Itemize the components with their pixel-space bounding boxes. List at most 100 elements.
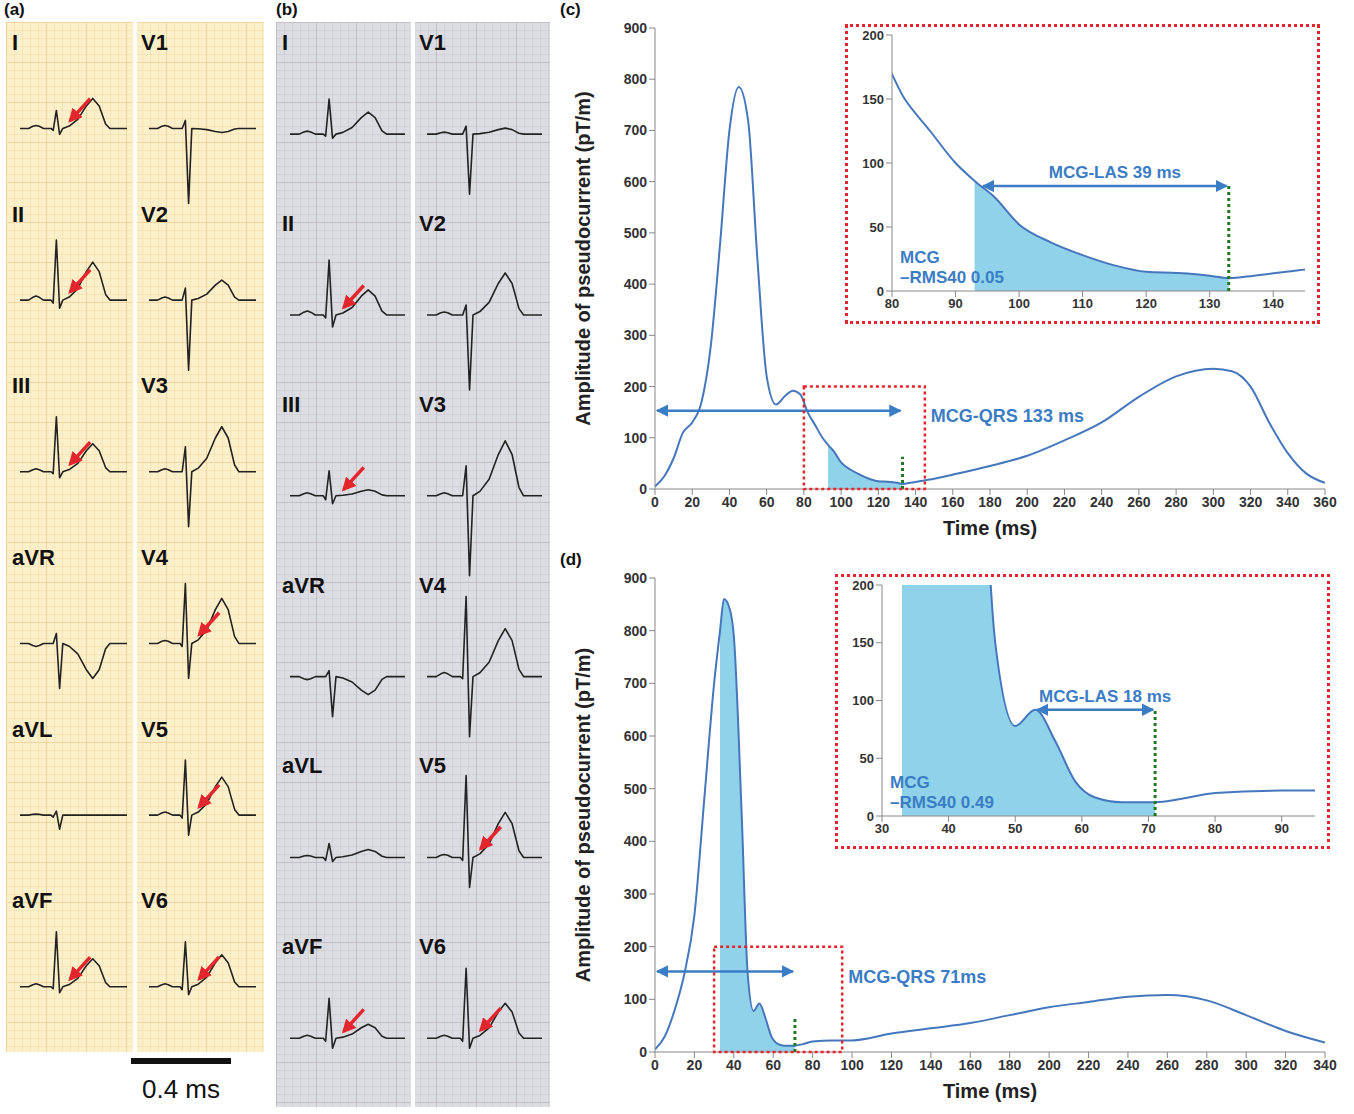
svg-text:MCG-LAS 18 ms: MCG-LAS 18 ms <box>1039 687 1171 706</box>
svg-text:200: 200 <box>624 939 648 955</box>
svg-text:70: 70 <box>1141 821 1155 836</box>
svg-text:130: 130 <box>1199 296 1221 311</box>
svg-text:40: 40 <box>726 1057 742 1073</box>
svg-text:500: 500 <box>624 225 648 241</box>
svg-text:320: 320 <box>1274 1057 1298 1073</box>
svg-text:aVR: aVR <box>282 573 325 598</box>
svg-text:80: 80 <box>1208 821 1222 836</box>
svg-text:I: I <box>282 30 288 55</box>
svg-text:60: 60 <box>765 1057 781 1073</box>
svg-text:200: 200 <box>1016 494 1040 510</box>
svg-text:300: 300 <box>1202 494 1226 510</box>
svg-text:V5: V5 <box>419 753 446 778</box>
svg-text:100: 100 <box>624 991 648 1007</box>
svg-text:180: 180 <box>978 494 1002 510</box>
svg-text:100: 100 <box>852 693 874 708</box>
svg-text:160: 160 <box>959 1057 983 1073</box>
svg-text:360: 360 <box>1313 494 1337 510</box>
svg-text:0: 0 <box>651 494 659 510</box>
svg-text:aVR: aVR <box>12 545 55 570</box>
svg-text:600: 600 <box>624 174 648 190</box>
svg-text:aVL: aVL <box>282 753 322 778</box>
svg-text:V5: V5 <box>141 717 168 742</box>
svg-text:280: 280 <box>1195 1057 1219 1073</box>
svg-text:100: 100 <box>829 494 853 510</box>
svg-text:V2: V2 <box>141 202 168 227</box>
svg-text:50: 50 <box>870 220 884 235</box>
svg-text:aVF: aVF <box>12 888 52 913</box>
svg-text:V1: V1 <box>141 30 168 55</box>
svg-text:340: 340 <box>1313 1057 1337 1073</box>
svg-text:140: 140 <box>919 1057 943 1073</box>
svg-text:40: 40 <box>941 821 955 836</box>
svg-text:80: 80 <box>885 296 899 311</box>
svg-text:V4: V4 <box>141 545 169 570</box>
svg-text:500: 500 <box>624 781 648 797</box>
svg-text:180: 180 <box>998 1057 1022 1073</box>
svg-text:–RMS40 0.05: –RMS40 0.05 <box>900 268 1004 287</box>
svg-text:50: 50 <box>1008 821 1022 836</box>
svg-text:90: 90 <box>948 296 962 311</box>
svg-text:III: III <box>282 392 300 417</box>
svg-text:II: II <box>12 202 24 227</box>
svg-text:150: 150 <box>862 92 884 107</box>
svg-text:100: 100 <box>624 430 648 446</box>
svg-text:700: 700 <box>624 675 648 691</box>
svg-text:300: 300 <box>624 886 648 902</box>
svg-text:–RMS40 0.49: –RMS40 0.49 <box>890 793 994 812</box>
svg-text:120: 120 <box>880 1057 904 1073</box>
svg-text:120: 120 <box>867 494 891 510</box>
svg-text:Time (ms): Time (ms) <box>943 517 1037 539</box>
svg-text:V6: V6 <box>419 934 446 959</box>
svg-text:MCG-QRS 133 ms: MCG-QRS 133 ms <box>931 406 1084 426</box>
svg-text:700: 700 <box>624 122 648 138</box>
svg-text:Time (ms): Time (ms) <box>943 1080 1037 1102</box>
svg-text:100: 100 <box>840 1057 864 1073</box>
svg-text:200: 200 <box>624 379 648 395</box>
svg-text:280: 280 <box>1164 494 1188 510</box>
svg-text:80: 80 <box>805 1057 821 1073</box>
svg-text:V2: V2 <box>419 211 446 236</box>
svg-text:90: 90 <box>1274 821 1288 836</box>
svg-text:400: 400 <box>624 276 648 292</box>
svg-text:200: 200 <box>852 578 874 593</box>
svg-text:140: 140 <box>904 494 928 510</box>
svg-text:0.4 ms: 0.4 ms <box>142 1074 220 1104</box>
svg-text:V3: V3 <box>419 392 446 417</box>
svg-text:20: 20 <box>684 494 700 510</box>
svg-text:0: 0 <box>877 284 884 299</box>
svg-text:900: 900 <box>624 570 648 586</box>
svg-text:0: 0 <box>651 1057 659 1073</box>
svg-text:MCG: MCG <box>900 248 940 267</box>
svg-text:30: 30 <box>875 821 889 836</box>
svg-text:III: III <box>12 373 30 398</box>
svg-text:100: 100 <box>862 156 884 171</box>
svg-text:V4: V4 <box>419 573 447 598</box>
svg-text:600: 600 <box>624 728 648 744</box>
svg-text:120: 120 <box>1135 296 1157 311</box>
svg-text:100: 100 <box>1008 296 1030 311</box>
svg-text:20: 20 <box>687 1057 703 1073</box>
svg-text:Amplitude of pseudocurrent (pT: Amplitude of pseudocurrent (pT/m) <box>572 91 594 425</box>
svg-text:320: 320 <box>1239 494 1263 510</box>
svg-text:900: 900 <box>624 20 648 36</box>
svg-text:200: 200 <box>862 28 884 43</box>
svg-text:300: 300 <box>624 327 648 343</box>
svg-text:aVF: aVF <box>282 934 322 959</box>
svg-text:II: II <box>282 211 294 236</box>
svg-text:300: 300 <box>1234 1057 1258 1073</box>
svg-text:40: 40 <box>722 494 738 510</box>
svg-text:240: 240 <box>1090 494 1114 510</box>
svg-text:400: 400 <box>624 833 648 849</box>
svg-text:60: 60 <box>1075 821 1089 836</box>
svg-text:V1: V1 <box>419 30 446 55</box>
svg-text:0: 0 <box>639 481 647 497</box>
svg-text:50: 50 <box>860 751 874 766</box>
svg-text:80: 80 <box>796 494 812 510</box>
svg-text:140: 140 <box>1262 296 1284 311</box>
svg-text:160: 160 <box>941 494 965 510</box>
svg-text:260: 260 <box>1156 1057 1180 1073</box>
svg-text:340: 340 <box>1276 494 1300 510</box>
svg-text:0: 0 <box>867 809 874 824</box>
svg-text:220: 220 <box>1077 1057 1101 1073</box>
